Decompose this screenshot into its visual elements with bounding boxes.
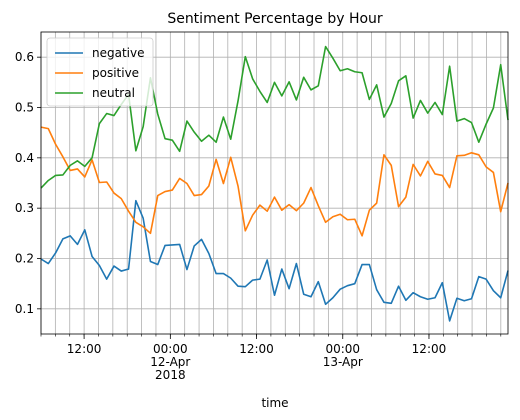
x-tick-label: 12:00	[239, 342, 274, 356]
y-tick-label: 0.1	[15, 302, 34, 316]
x-tick-label: 12:00	[412, 342, 447, 356]
series-line-neutral	[40, 45, 509, 189]
series-lines	[40, 45, 509, 322]
y-tick-label: 0.2	[15, 252, 34, 266]
series-line-positive	[40, 126, 509, 237]
series-line-negative	[40, 199, 509, 322]
legend-label-neutral: neutral	[92, 86, 135, 100]
y-tick-label: 0.6	[15, 50, 34, 64]
y-tick-label: 0.5	[15, 101, 34, 115]
chart-title: Sentiment Percentage by Hour	[167, 11, 383, 27]
y-tick-label: 0.4	[15, 151, 34, 165]
x-tick-label: 2018	[155, 368, 186, 382]
legend-box	[46, 37, 154, 107]
y-gridlines	[41, 56, 508, 310]
legend: negative positive neutral	[46, 37, 154, 107]
x-axis-label: time	[261, 396, 288, 410]
legend-label-negative: negative	[92, 46, 144, 60]
plot-frame	[40, 31, 509, 335]
x-tick-label: 12:00	[67, 342, 102, 356]
x-tick-label: 00:00	[325, 342, 360, 356]
x-tick-label: 00:00	[153, 342, 188, 356]
y-axis-ticks: 0.1 0.2 0.3 0.4 0.5 0.6	[15, 50, 41, 316]
x-tick-label: 12-Apr	[150, 355, 190, 369]
x-tick-label: 13-Apr	[323, 355, 363, 369]
y-tick-label: 0.3	[15, 201, 34, 215]
legend-label-positive: positive	[92, 66, 139, 80]
